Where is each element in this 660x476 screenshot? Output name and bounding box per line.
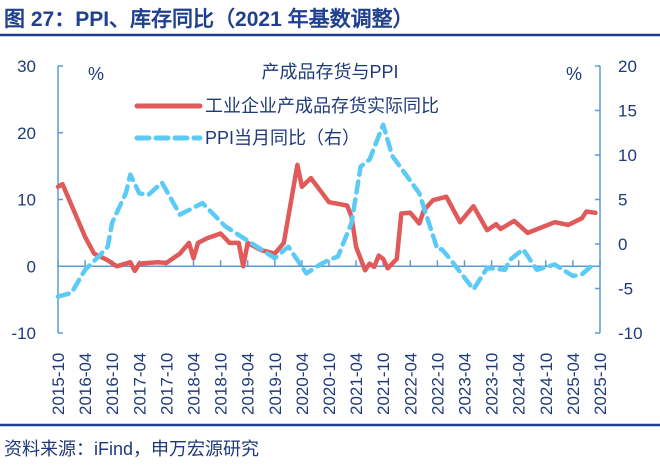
x-tick-label: 2021-04 <box>347 353 366 415</box>
x-tick-label: 2016-04 <box>76 353 95 415</box>
legend: 工业企业产成品存货实际同比 PPI当月同比（右） <box>134 96 439 148</box>
chart-title: 产成品存货与PPI <box>261 62 398 82</box>
right-unit: % <box>566 64 582 84</box>
x-tick-label: 2019-04 <box>239 353 258 415</box>
legend-label-inventory: 工业企业产成品存货实际同比 <box>205 96 439 116</box>
source-note: 资料来源：iFind，申万宏源研究 <box>4 439 259 459</box>
right-y-tick-label: -10 <box>618 324 643 343</box>
right-y-tick-label: 20 <box>618 57 637 76</box>
x-tick-label: 2019-10 <box>266 353 285 415</box>
right-y-tick-label: 15 <box>618 102 637 121</box>
left-unit: % <box>88 64 104 84</box>
x-tick-label: 2021-10 <box>374 353 393 415</box>
x-tick-label: 2018-04 <box>185 353 204 415</box>
x-tick-label: 2016-10 <box>103 353 122 415</box>
right-y-tick-label: 10 <box>618 146 637 165</box>
x-tick-label: 2022-04 <box>401 353 420 415</box>
x-tick-label: 2023-04 <box>456 353 475 415</box>
left-y-tick-label: 0 <box>27 257 36 276</box>
x-tick-label: 2025-04 <box>564 353 583 415</box>
figure-title: 图 27：PPI、库存同比（2021 年基数调整） <box>4 7 414 31</box>
x-tick-label: 2020-04 <box>293 353 312 415</box>
left-y-tick-label: 20 <box>17 124 36 143</box>
x-tick-label: 2025-10 <box>591 353 610 415</box>
legend-label-ppi: PPI当月同比（右） <box>205 128 360 148</box>
x-tick-label: 2018-10 <box>212 353 231 415</box>
axes: -10 0 10 20 30 -10 -5 0 5 10 15 20 2015-10 2016-04 201… <box>11 57 642 415</box>
right-y-tick-label: 5 <box>618 191 627 210</box>
x-tick-label: 2015-10 <box>49 353 68 415</box>
x-tick-label: 2017-04 <box>130 353 149 415</box>
x-tick-label: 2017-10 <box>157 353 176 415</box>
x-tick-label: 2023-10 <box>483 353 502 415</box>
series-lines <box>55 122 598 299</box>
x-tick-label: 2024-10 <box>537 353 556 415</box>
series-line-ppi <box>55 122 598 299</box>
x-tick-label: 2020-10 <box>320 353 339 415</box>
right-y-tick-label: 0 <box>618 235 627 254</box>
left-y-tick-label: 30 <box>17 57 36 76</box>
left-y-tick-label: 10 <box>17 191 36 210</box>
series-line-inventory <box>55 162 598 274</box>
x-tick-label: 2022-10 <box>428 353 447 415</box>
left-y-tick-label: -10 <box>11 324 36 343</box>
right-y-tick-label: -5 <box>618 280 633 299</box>
x-tick-label: 2024-04 <box>510 353 529 415</box>
